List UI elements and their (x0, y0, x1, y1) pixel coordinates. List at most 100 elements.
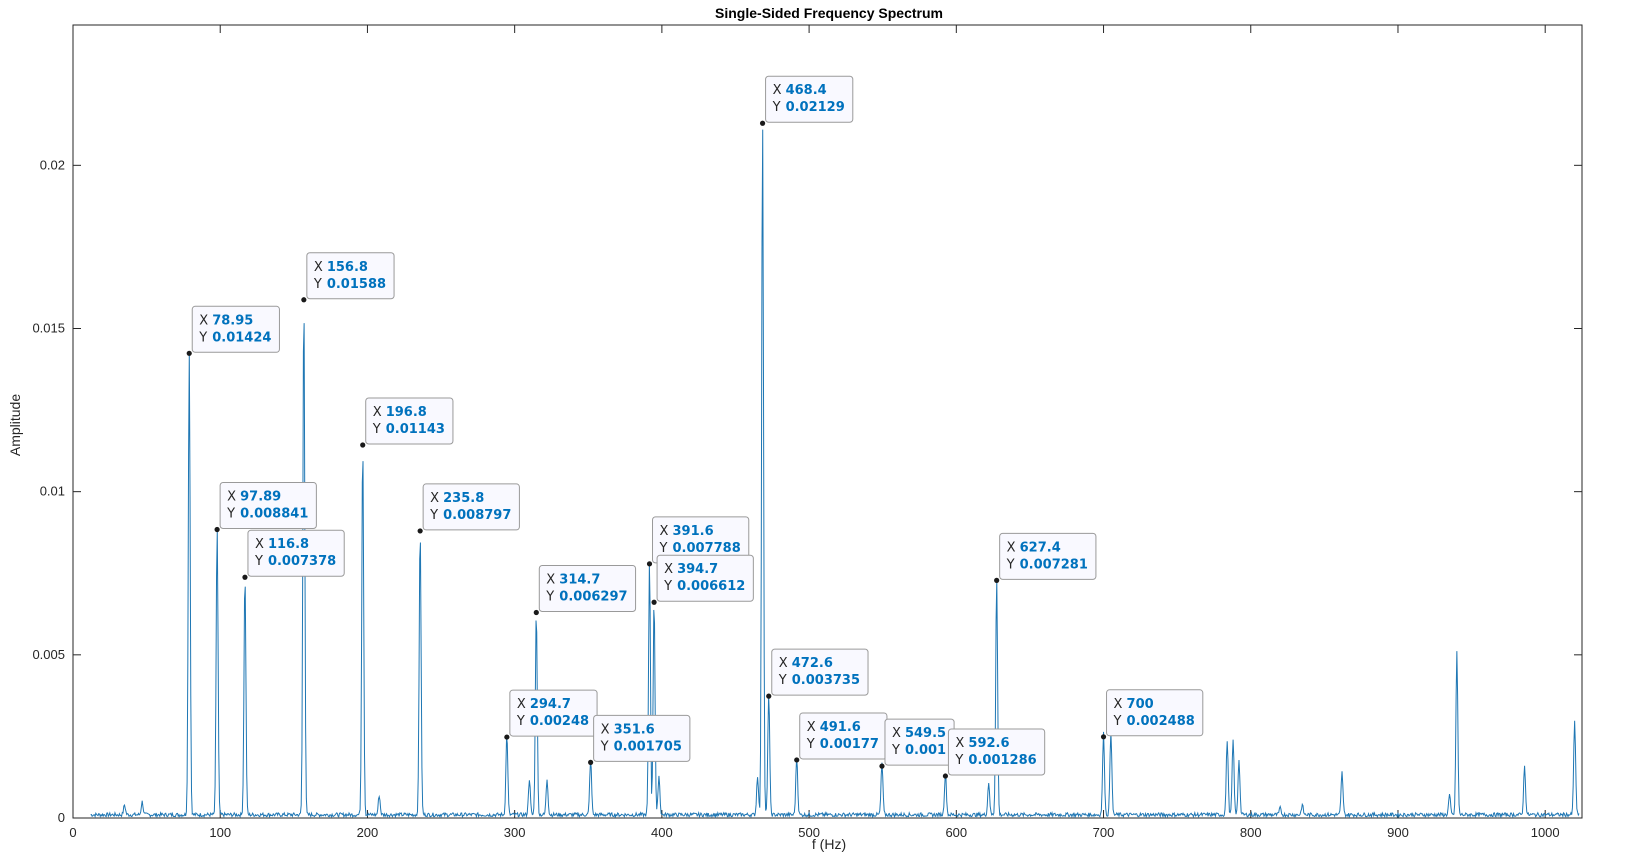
datatip-y-key: Y (313, 277, 322, 292)
datatip-y-key: Y (545, 590, 554, 605)
datatip[interactable]: X 97.89 Y 0.008841 (214, 481, 317, 533)
datatip[interactable]: X 700 Y 0.002488 (1100, 689, 1204, 740)
datatip-y-value: 0.007788 (673, 541, 741, 556)
datatip-marker (1100, 734, 1107, 740)
axes-box (72, 24, 1583, 819)
datatip-y-value: 0.001705 (614, 739, 682, 754)
datatip-marker (417, 528, 423, 534)
datatip[interactable]: X 196.8 Y 0.01143 (360, 397, 454, 448)
datatip-y-value: 0.001 (905, 743, 946, 758)
datatip-x-key: X (227, 489, 236, 504)
datatip-y-key: Y (1113, 714, 1122, 729)
datatip-y-key: Y (372, 422, 381, 437)
datatip-x-value: 468.4 (786, 83, 827, 98)
datatip-y-key: Y (806, 737, 815, 752)
datatip-y-value: 0.00248 (530, 714, 589, 729)
datatip-y-value: 0.00177 (820, 737, 879, 752)
datatip[interactable]: X 116.8 Y 0.007378 (242, 529, 345, 580)
datatip-marker (994, 577, 1000, 583)
datatip-box (947, 728, 1046, 776)
x-axis-label: f (Hz) (812, 836, 846, 852)
datatip-marker (794, 757, 800, 763)
datatip-y-value: 0.008841 (240, 506, 308, 521)
datatip-x-key: X (546, 573, 555, 588)
datatip-x-key: X (807, 720, 816, 735)
spectrum-line (90, 129, 1580, 819)
datatip-box (1106, 689, 1204, 737)
datatip-marker (214, 526, 220, 533)
datatip-x-key: X (660, 524, 669, 539)
datatip[interactable]: X 314.7 Y 0.006297 (533, 565, 637, 616)
datatip-x-value: 627.4 (1020, 540, 1061, 555)
datatip[interactable]: X 235.8 Y 0.008797 (417, 483, 520, 534)
chart-title: Single-Sided Frequency Spectrum (715, 5, 943, 21)
datatip-x-value: 491.6 (820, 720, 861, 735)
y-tick-label: 0.02 (40, 157, 65, 172)
datatip[interactable]: X 394.7 Y 0.006612 (651, 554, 754, 605)
datatip[interactable]: X 549.5 Y 0.001 (879, 718, 955, 769)
datatip-y-value: 0.002488 (1127, 714, 1195, 729)
datatip-marker (301, 297, 307, 303)
datatip[interactable]: X 78.95 Y 0.01424 (186, 305, 280, 356)
x-tick-label: 400 (651, 825, 673, 840)
x-tick-label: 800 (1240, 825, 1262, 840)
x-tick-label: 100 (209, 825, 231, 840)
datatip-x-value: 700 (1127, 697, 1154, 712)
y-axis-label: Amplitude (7, 394, 23, 456)
datatip-box (365, 397, 454, 445)
datatip-x-key: X (773, 83, 782, 98)
datatip[interactable]: X 491.6 Y 0.00177 (794, 712, 888, 763)
datatip-x-value: 196.8 (386, 405, 427, 420)
datatip-marker (242, 574, 248, 580)
datatip-y-key: Y (198, 330, 207, 345)
datatip-y-value: 0.003735 (792, 673, 860, 688)
x-tick-label: 600 (945, 825, 967, 840)
datatip-marker (879, 763, 885, 769)
datatips: X 78.95 Y 0.01424 X 156.8 Y 0.01588 X 97.89 Y 0.008… (186, 75, 1204, 779)
datatip-x-key: X (955, 736, 964, 751)
datatip-marker (646, 561, 653, 567)
datatip[interactable]: X 472.6 Y 0.003735 (766, 648, 869, 699)
x-tick-label: 200 (357, 825, 379, 840)
plot-area (72, 24, 1583, 819)
datatip-y-key: Y (778, 673, 787, 688)
y-tick-label: 0.015 (32, 320, 65, 335)
x-tick-label: 900 (1387, 825, 1409, 840)
datatip-box (422, 483, 520, 531)
datatip-x-value: 235.8 (443, 491, 484, 506)
x-tick-label: 300 (504, 825, 526, 840)
datatip-x-value: 78.95 (212, 313, 253, 328)
datatip-marker (651, 599, 657, 605)
datatip-x-key: X (892, 726, 901, 741)
datatip-box (191, 305, 280, 353)
datatip-x-value: 314.7 (559, 573, 600, 588)
y-tick-label: 0.005 (32, 647, 65, 662)
datatip-x-key: X (1007, 540, 1016, 555)
datatip[interactable]: X 156.8 Y 0.01588 (301, 252, 395, 303)
datatip-y-key: Y (254, 554, 263, 569)
datatip-x-key: X (664, 562, 673, 577)
datatip-x-key: X (1114, 697, 1123, 712)
datatip-y-key: Y (600, 739, 609, 754)
datatip-box (247, 529, 345, 577)
datatip-box (771, 648, 869, 696)
datatip-y-value: 0.007281 (1020, 557, 1088, 572)
datatip-y-key: Y (516, 714, 525, 729)
datatip[interactable]: X 627.4 Y 0.007281 (994, 532, 1097, 583)
datatip[interactable]: X 294.7 Y 0.00248 (504, 689, 598, 740)
datatip-x-value: 394.7 (677, 562, 718, 577)
datatip-x-value: 156.8 (327, 260, 368, 275)
datatip[interactable]: X 351.6 Y 0.001705 (588, 714, 691, 765)
datatip-y-key: Y (226, 506, 235, 521)
datatip-x-key: X (314, 260, 323, 275)
datatip-marker (504, 734, 510, 740)
datatip-x-key: X (199, 313, 208, 328)
x-tick-label: 1000 (1531, 825, 1560, 840)
datatip[interactable]: X 592.6 Y 0.001286 (942, 728, 1046, 779)
datatip-marker (186, 350, 192, 356)
datatip-x-value: 294.7 (530, 697, 571, 712)
datatip-x-key: X (373, 405, 382, 420)
datatip[interactable]: X 468.4 Y 0.02129 (759, 75, 854, 126)
datatip-y-key: Y (891, 743, 900, 758)
datatip-y-value: 0.01143 (386, 422, 445, 437)
